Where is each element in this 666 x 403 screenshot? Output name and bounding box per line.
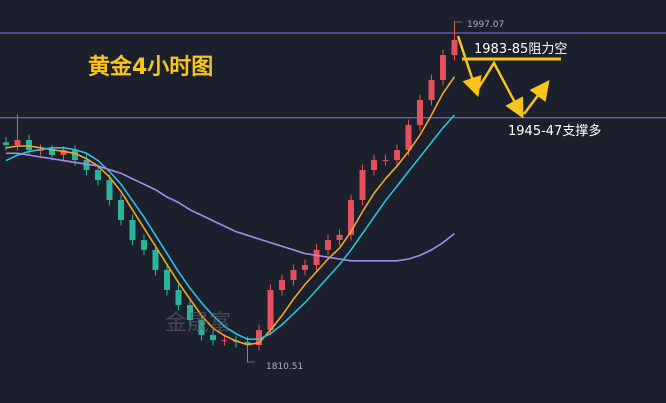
candle-body — [348, 199, 354, 235]
candle-body — [14, 139, 21, 146]
candle-body — [394, 150, 400, 161]
candle-body — [26, 139, 32, 151]
candle-body — [152, 249, 159, 270]
moving-average — [5, 76, 456, 346]
candle-body — [279, 279, 285, 290]
candle-body — [95, 170, 101, 181]
candle-body — [290, 269, 297, 280]
candle-body — [83, 160, 90, 171]
max-label: 1997.07 — [467, 20, 504, 30]
candle-body — [3, 142, 9, 146]
candle-body — [313, 249, 320, 266]
candle-body — [175, 289, 182, 305]
min-label: 1810.51 — [266, 362, 303, 372]
candle-body — [417, 100, 423, 126]
candle-body — [187, 304, 193, 321]
candle-body — [382, 160, 389, 162]
annotation: 1945-47支撑多 — [508, 123, 601, 139]
candle-body — [164, 269, 170, 290]
annotation: 1983-85阻力空 — [474, 42, 567, 57]
candle-body — [267, 289, 274, 331]
candle-body — [359, 170, 366, 200]
moving-average — [5, 114, 456, 341]
candle-body — [440, 55, 446, 81]
candle-body — [141, 240, 147, 250]
chart-title: 黄金4小时图 — [88, 54, 213, 80]
arrow — [474, 60, 524, 119]
candle-body — [129, 220, 136, 241]
candle-body — [451, 39, 458, 56]
candle-body — [302, 265, 308, 270]
candle-body — [106, 180, 113, 200]
candle-body — [325, 240, 331, 250]
candle-body — [371, 160, 377, 171]
candle-body — [60, 150, 67, 155]
candle-body — [405, 125, 412, 151]
candle-body — [49, 150, 55, 155]
candle-body — [118, 199, 124, 221]
candle-body — [336, 234, 343, 241]
candle-body — [72, 150, 78, 161]
candle-body — [244, 341, 251, 346]
candle-body — [221, 340, 228, 342]
watermark: 金晟富 — [165, 311, 231, 336]
arrow — [456, 35, 482, 98]
plot — [0, 21, 666, 363]
candle-body — [428, 80, 435, 101]
candle-body — [256, 330, 262, 346]
arrow — [523, 80, 550, 115]
candle-body — [198, 320, 205, 336]
moving-average — [6, 152, 455, 262]
candle-body — [37, 150, 44, 152]
candle-body — [210, 335, 216, 341]
